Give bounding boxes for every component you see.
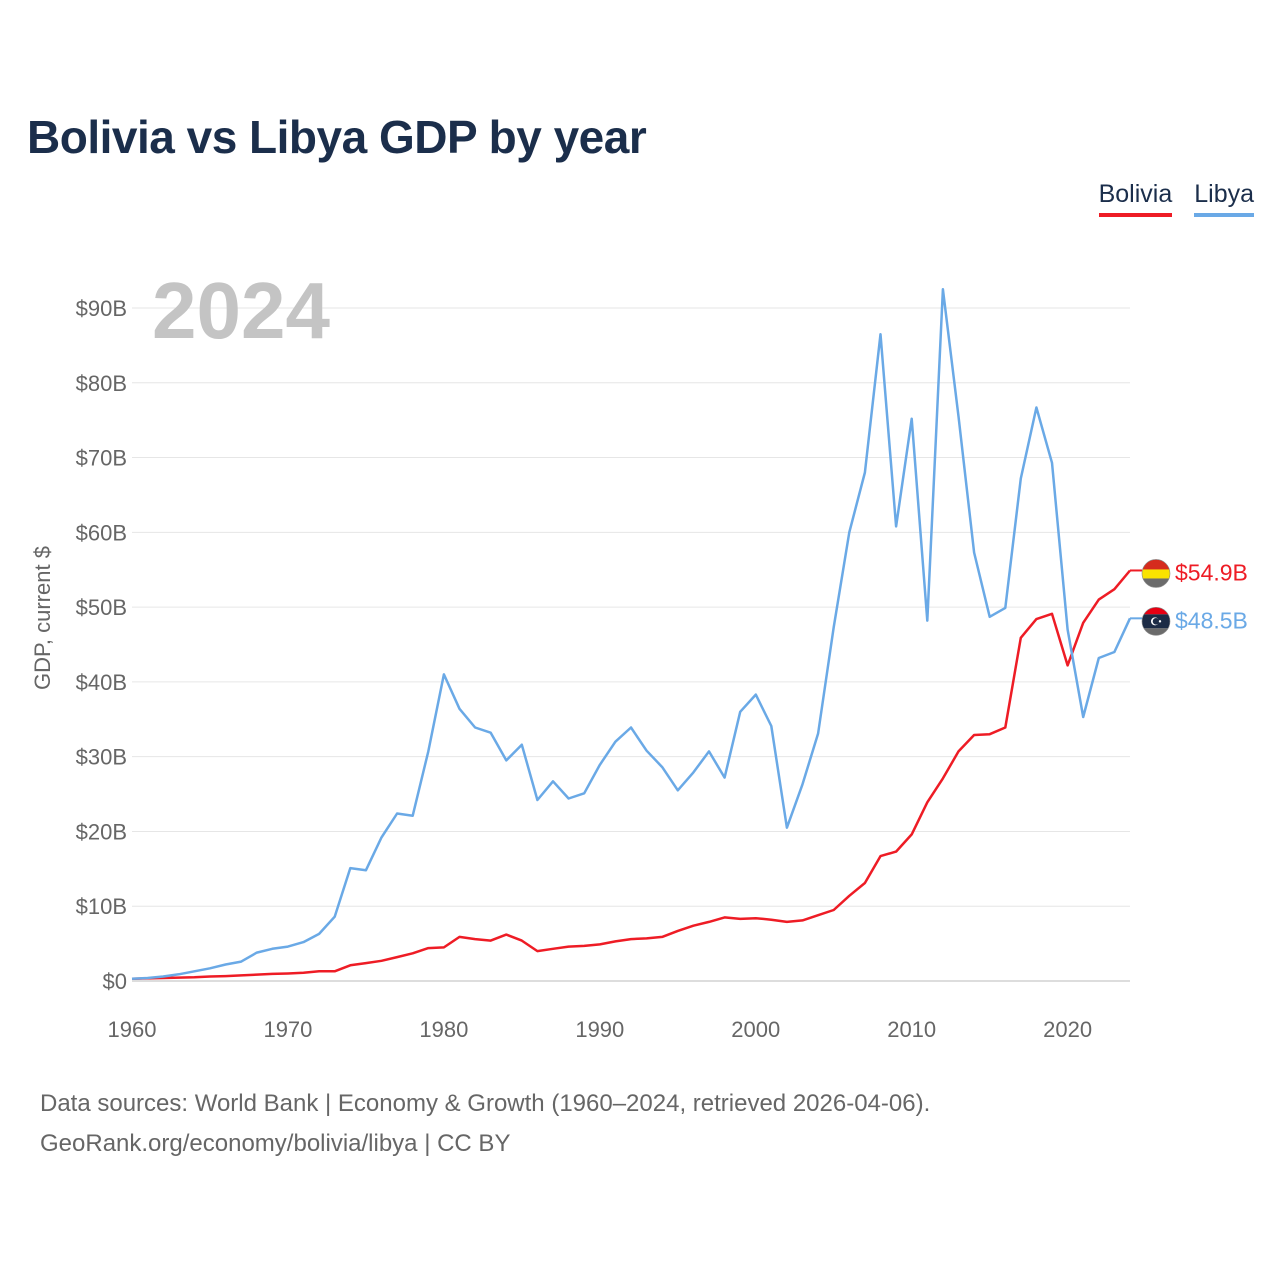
gridlines [132, 307, 1130, 982]
libya-flag-icon [1141, 607, 1171, 636]
year-watermark: 2024 [152, 266, 330, 355]
footer: Data sources: World Bank | Economy & Gro… [40, 1084, 930, 1164]
y-tick-label: $60B [76, 520, 127, 545]
y-tick-label: $40B [76, 670, 127, 695]
x-tick-label: 1980 [419, 1017, 468, 1042]
data-source-note: Data sources: World Bank | Economy & Gro… [40, 1090, 931, 1117]
end-value-label-bolivia: $54.9B [1175, 559, 1248, 585]
source-url: GeoRank.org/economy/bolivia/libya | CC B… [40, 1130, 511, 1157]
series-lines [131, 288, 1132, 981]
x-tick-label: 1960 [108, 1017, 157, 1042]
legend-item-libya[interactable]: Libya [1194, 180, 1254, 217]
y-tick-label: $70B [76, 446, 127, 471]
chart-title: Bolivia vs Libya GDP by year [27, 111, 647, 163]
legend-item-bolivia[interactable]: Bolivia [1098, 180, 1173, 217]
y-tick-label: $50B [76, 595, 127, 620]
series-line-bolivia[interactable] [131, 569, 1131, 981]
y-tick-label: $90B [76, 296, 127, 321]
x-tick-label: 1970 [263, 1017, 312, 1042]
x-tick-label: 1990 [575, 1017, 624, 1042]
legend: Bolivia Libya [1098, 180, 1254, 217]
x-axis-ticks: 1960 1970 1980 1990 2000 2010 2020 [108, 1017, 1093, 1042]
y-axis-ticks: $0 $10B $20B $30B $40B $50B $60B $70B $80B $90B [76, 296, 127, 994]
y-tick-label: $20B [76, 819, 127, 844]
x-tick-label: 2020 [1043, 1017, 1092, 1042]
bolivia-flag-icon [1141, 559, 1171, 588]
series-line-libya[interactable] [131, 288, 1132, 981]
y-tick-label: $10B [76, 894, 127, 919]
y-tick-label: $0 [103, 969, 127, 994]
y-axis-label: GDP, current $ [30, 546, 55, 690]
y-tick-label: $80B [76, 371, 127, 396]
x-tick-label: 2010 [887, 1017, 936, 1042]
end-markers: $54.9B $48.5B [1130, 559, 1248, 636]
y-tick-label: $30B [76, 745, 127, 770]
end-value-label-libya: $48.5B [1175, 607, 1248, 633]
x-tick-label: 2000 [731, 1017, 780, 1042]
